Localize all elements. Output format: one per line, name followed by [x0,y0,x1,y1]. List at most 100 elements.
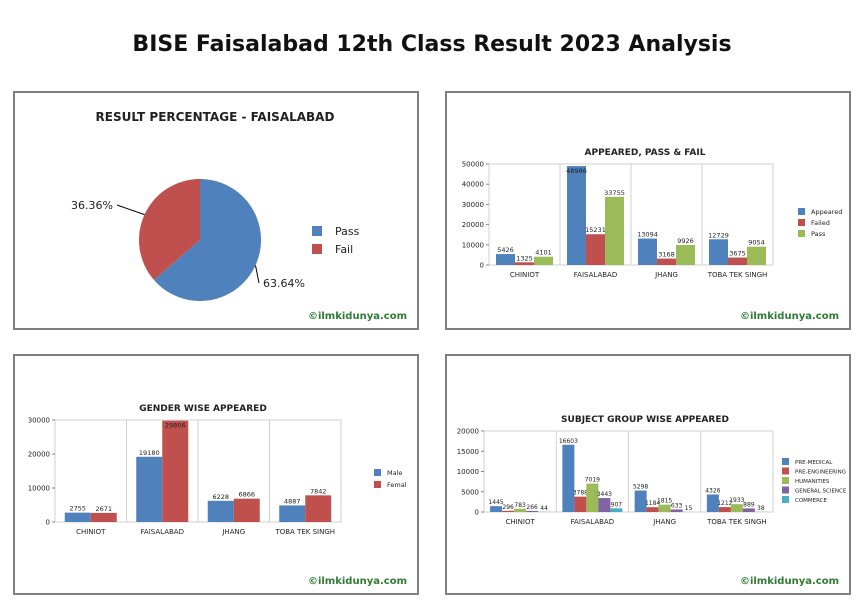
legend-swatch [312,226,322,236]
x-tick-label: CHINIOT [76,528,106,536]
data-label: 9054 [748,239,765,247]
data-label: 3443 [597,491,612,498]
x-tick-label: CHINIOT [510,271,540,279]
bar [90,512,117,522]
bar-chart: APPEARED, PASS & FAIL 0 10000 20000 30000 400… [462,148,843,279]
bar [496,254,515,265]
legend-label: PRE-MEDICAL [795,460,833,466]
bar [638,238,657,265]
data-label: 266 [526,504,538,511]
appeared-pass-fail-panel: APPEARED, PASS & FAIL 0 10000 20000 30000 400… [445,91,851,330]
data-label: 29806 [165,422,186,430]
legend-label: Failed [811,219,830,227]
pie-chart: RESULT PERCENTAGE - FAISALABAD 63.64% 36.3… [71,110,360,301]
bar [233,498,260,522]
bar [657,258,676,265]
data-label: 33755 [604,189,625,197]
legend-label: Femal [387,481,407,489]
legend-swatch [782,477,789,484]
data-label: 1212 [717,500,732,507]
legend-swatch [798,219,805,226]
x-tick-label: FAISALABAD [574,271,617,279]
legend-label: GENERAL SCIENCE [795,489,847,495]
bar [562,444,575,512]
bar [706,494,719,512]
bar [676,244,695,265]
y-tick-label: 20000 [462,221,484,229]
y-tick-label: 15000 [457,448,479,456]
x-tick-label: JHANG [221,528,245,536]
subject-group-panel: SUBJECT GROUP WISE APPEARED 0 5000 10000 150… [445,354,851,595]
data-label: 5426 [497,246,514,254]
bar [305,495,332,522]
legend-label: Pass [335,225,360,238]
watermark: ©ilmkidunya.com [739,311,839,322]
x-tick-label: FAISALABAD [141,528,184,536]
data-label: 12729 [708,231,729,239]
y-tick-label: 0 [46,519,50,527]
bar [502,510,515,512]
bar [567,166,586,265]
data-label: 44 [540,505,548,512]
legend-label: PRE-ENGINEERING [795,470,846,476]
bar [515,262,534,265]
data-label: 36.36% [71,199,113,212]
bar [709,239,728,265]
bar [658,504,671,512]
bar [490,506,503,512]
legend-label: Appeared [811,208,842,216]
chart-title: SUBJECT GROUP WISE APPEARED [561,415,729,425]
data-label: 1325 [516,254,533,262]
watermark: ©ilmkidunya.com [307,576,407,587]
data-label: 3168 [658,251,675,259]
y-tick-label: 5000 [461,488,479,496]
chart-title: GENDER WISE APPEARED [139,404,267,414]
bar [207,500,234,522]
legend-swatch [782,458,789,465]
data-label: 15 [685,505,693,512]
x-tick-label: CHINIOT [505,518,535,526]
bar [634,490,647,512]
x-tick-label: JHANG [652,518,676,526]
y-tick-label: 0 [480,262,484,270]
data-label: 6866 [238,491,255,499]
legend-label: COMMERCE [795,498,828,504]
pie-slice-pass [153,179,261,301]
bar [514,508,527,512]
data-label: 907 [611,501,623,508]
data-label: 783 [514,502,526,509]
data-label: 19180 [139,449,160,457]
bar [136,456,163,522]
chart-title: RESULT PERCENTAGE - FAISALABAD [96,110,335,124]
data-label: 13094 [637,231,658,239]
y-tick-label: 10000 [457,468,479,476]
x-tick-label: TOBA TEK SINGH [274,528,335,536]
data-label: 5298 [633,484,648,491]
data-label: 9926 [677,237,694,245]
bar [670,509,683,512]
bar-chart: SUBJECT GROUP WISE APPEARED 0 5000 10000 150… [457,415,847,526]
watermark: ©ilmkidunya.com [307,311,407,322]
data-label: 1445 [488,499,503,506]
chart-title: APPEARED, PASS & FAIL [585,148,706,158]
data-label: 7019 [585,477,600,484]
data-label: 4887 [284,497,301,505]
bar [610,508,623,512]
legend-swatch [782,486,789,494]
bar [646,507,659,512]
bar [728,257,747,265]
y-tick-label: 30000 [462,201,484,209]
bar [64,512,91,522]
bar [586,234,605,265]
data-label: 48986 [566,167,587,175]
data-label: 2671 [95,505,112,513]
leader-line [254,265,260,284]
bar [605,196,624,265]
data-label: 1184 [645,500,660,507]
x-tick-label: FAISALABAD [571,518,614,526]
data-label: 16603 [559,438,578,445]
bar [730,504,743,512]
legend-swatch [782,496,789,503]
legend-swatch [312,244,322,254]
legend-label: Pass [811,230,826,238]
